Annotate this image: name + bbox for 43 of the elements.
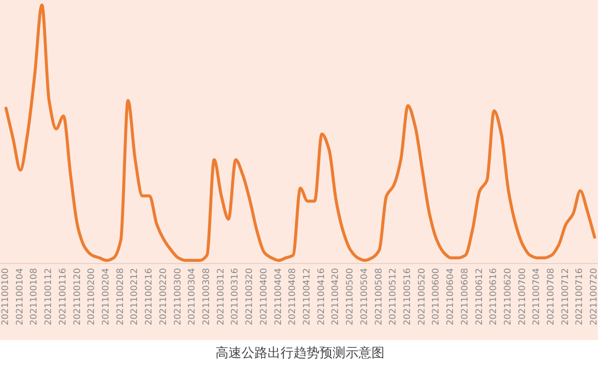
x-tick-label: 2021100508 bbox=[374, 268, 384, 326]
x-tick-label: 2021100300 bbox=[173, 268, 184, 326]
x-tick-label: 2021100616 bbox=[489, 268, 500, 326]
x-tick-label: 2021100404 bbox=[274, 268, 284, 326]
x-tick-label: 2021100400 bbox=[259, 268, 270, 326]
x-tick-label: 2021100308 bbox=[202, 268, 212, 326]
x-tick-label: 2021100320 bbox=[245, 268, 256, 326]
x-tick-label: 2021100116 bbox=[58, 268, 68, 326]
x-tick-label: 2021100312 bbox=[216, 268, 226, 326]
x-tick-label: 2021100112 bbox=[44, 268, 54, 326]
x-tick-label: 2021100700 bbox=[518, 268, 528, 326]
x-tick-label: 2021100716 bbox=[575, 268, 586, 326]
x-tick-label: 2021100208 bbox=[116, 268, 126, 326]
x-tick-label: 2021100612 bbox=[474, 268, 485, 326]
x-tick-label: 2021100216 bbox=[144, 268, 155, 326]
x-tick-label: 2021100108 bbox=[30, 268, 40, 326]
text: 高速公路出行趋势预测示意图 bbox=[216, 345, 384, 361]
x-tick-label: 2021100500 bbox=[346, 268, 356, 326]
x-tick-label: 2021100708 bbox=[546, 268, 557, 326]
x-tick-label: 2021100104 bbox=[15, 268, 26, 326]
x-tick-label: 2021100604 bbox=[446, 268, 456, 326]
x-tick-label: 2021100220 bbox=[158, 268, 169, 326]
x-tick-label: 2021100512 bbox=[388, 268, 399, 326]
x-tick-label: 2021100120 bbox=[72, 268, 83, 326]
x-tick-label: 2021100212 bbox=[130, 268, 140, 326]
x-tick-label: 2021100304 bbox=[188, 268, 198, 326]
x-tick-label: 2021100200 bbox=[87, 268, 98, 326]
x-tick-label: 2021100100 bbox=[1, 268, 11, 326]
x-tick-label: 2021100720 bbox=[590, 268, 600, 326]
x-tick-label: 2021100408 bbox=[288, 268, 298, 326]
x-tick-label: 2021100620 bbox=[503, 268, 514, 326]
x-tick-label: 2021100416 bbox=[316, 268, 327, 326]
x-tick-label: 2021100520 bbox=[417, 268, 428, 326]
x-tick-label: 2021100412 bbox=[302, 268, 312, 326]
x-tick-label: 2021100608 bbox=[460, 268, 470, 326]
x-tick-label: 2021100420 bbox=[331, 268, 342, 326]
x-tick-label: 2021100712 bbox=[560, 268, 571, 326]
x-tick-label: 2021100704 bbox=[532, 268, 542, 326]
x-tick-label: 2021100516 bbox=[402, 268, 413, 326]
x-tick-label: 2021100316 bbox=[230, 268, 241, 326]
x-tick-label: 2021100504 bbox=[360, 268, 370, 326]
x-tick-label: 2021100600 bbox=[432, 268, 442, 326]
x-tick-label: 2021100204 bbox=[101, 268, 112, 326]
